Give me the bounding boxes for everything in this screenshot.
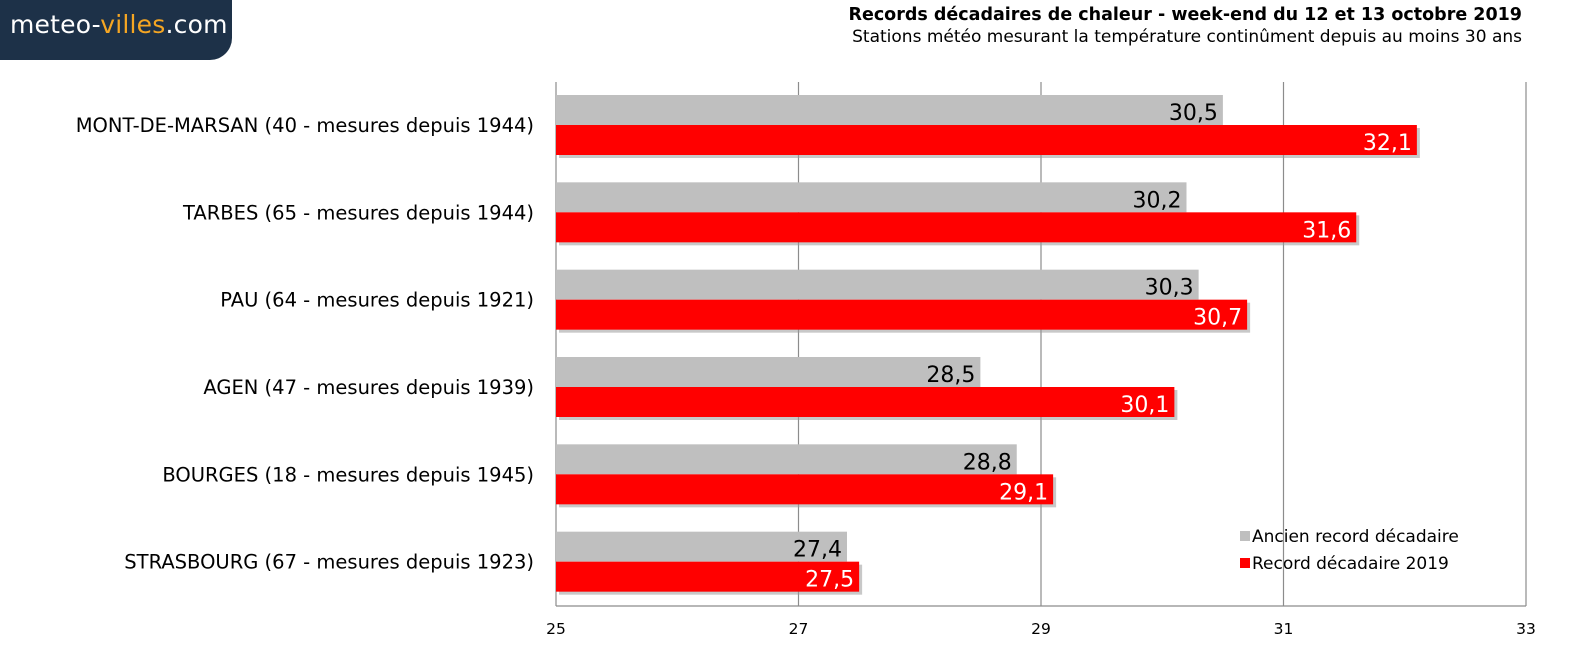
legend-label: Ancien record décadaire: [1252, 527, 1459, 547]
category-label: STRASBOURG (67 - mesures depuis 1923): [124, 551, 534, 574]
data-label: 32,1: [1363, 131, 1412, 156]
category-label: AGEN (47 - mesures depuis 1939): [203, 376, 534, 399]
data-label: 27,4: [793, 538, 842, 563]
data-label: 28,8: [963, 450, 1012, 475]
bar-record-2019: [556, 299, 1248, 330]
data-label: 29,1: [999, 480, 1048, 505]
legend-label: Record décadaire 2019: [1252, 554, 1449, 574]
bar-record-2019: [556, 561, 860, 592]
data-label: 30,1: [1120, 393, 1169, 418]
legend-swatch-old-record: [1240, 531, 1250, 541]
data-label: 28,5: [926, 363, 975, 388]
brand-accent: villes: [100, 10, 166, 39]
category-label: BOURGES (18 - mesures depuis 1945): [162, 463, 534, 486]
bar-record-2019: [556, 212, 1357, 243]
bar-old-record: [556, 444, 1017, 475]
legend-swatch-record-2019: [1240, 558, 1250, 568]
bar-old-record: [556, 357, 981, 387]
data-label: 31,6: [1302, 218, 1351, 243]
bar-old-record: [556, 182, 1187, 213]
x-tick-label: 29: [1031, 620, 1051, 638]
data-label: 30,7: [1193, 306, 1242, 331]
chart-subtitle: Stations météo mesurant la température c…: [852, 27, 1522, 47]
category-label: MONT-DE-MARSAN (40 - mesures depuis 1944…: [76, 114, 534, 137]
data-label: 30,2: [1133, 188, 1182, 213]
bar-old-record: [556, 269, 1199, 300]
bar-old-record: [556, 95, 1223, 125]
data-label: 27,5: [805, 568, 854, 593]
x-tick-label: 31: [1274, 620, 1294, 638]
x-tick-label: 27: [789, 620, 809, 638]
brand-suffix: .com: [165, 10, 228, 39]
data-label: 30,3: [1145, 276, 1194, 301]
chart-title: Records décadaires de chaleur - week-end…: [848, 5, 1522, 25]
category-label: PAU (64 - mesures depuis 1921): [220, 289, 534, 312]
bar-record-2019: [556, 474, 1054, 505]
category-label: TARBES (65 - mesures depuis 1944): [182, 201, 534, 224]
x-tick-label: 25: [546, 620, 566, 638]
data-label: 30,5: [1169, 101, 1218, 126]
brand-prefix: meteo-: [10, 10, 101, 39]
brand-logo[interactable]: meteo-villes.com: [0, 0, 232, 60]
bar-old-record: [556, 531, 847, 562]
bar-record-2019: [556, 125, 1417, 155]
x-tick-label: 33: [1516, 620, 1536, 638]
bar-record-2019: [556, 387, 1175, 417]
brand-logo-text: meteo-villes.com: [10, 10, 228, 39]
